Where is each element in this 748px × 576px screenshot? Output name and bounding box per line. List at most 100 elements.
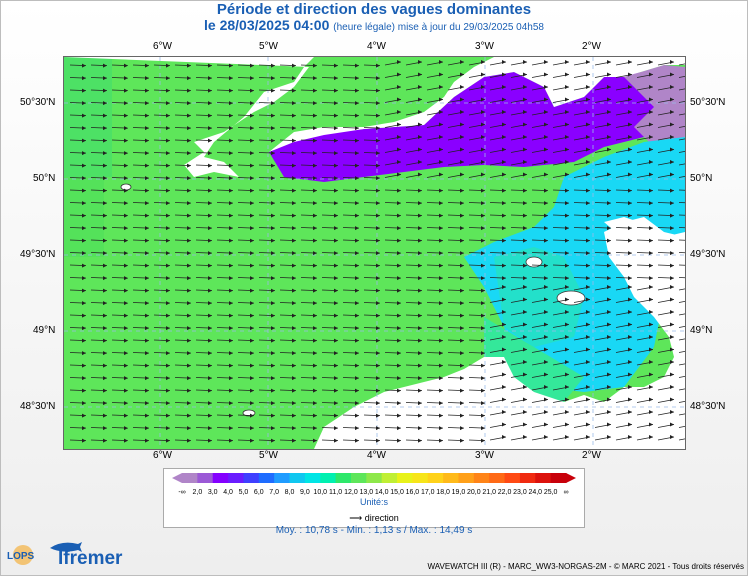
direction-arrow-head [439, 201, 443, 206]
direction-arrow-head [250, 151, 254, 156]
lat-label-left-50-30: 50°30'N [20, 97, 56, 108]
direction-arrow-head [145, 163, 149, 168]
direction-arrow-head [418, 276, 422, 281]
direction-arrow-head [208, 238, 212, 243]
direction-label: direction [364, 513, 399, 523]
direction-arrow-head [397, 97, 401, 102]
direction-arrow-head [124, 376, 128, 381]
direction-arrow-head [292, 301, 296, 306]
direction-arrow-head [649, 188, 653, 193]
direction-arrow-head [103, 351, 107, 356]
direction-arrow-head [565, 172, 569, 177]
direction-arrow-head [145, 276, 149, 281]
direction-arrow-head [502, 85, 506, 89]
direction-arrow-head [502, 422, 506, 427]
direction-arrow-head [229, 63, 233, 68]
direction-arrow-head [460, 438, 464, 443]
direction-arrow-head [145, 388, 149, 393]
direction-arrow-head [439, 172, 443, 177]
direction-arrow-head [355, 238, 359, 243]
direction-arrow-head [103, 101, 107, 106]
direction-arrow-head [187, 313, 191, 318]
legend-swatch [519, 473, 536, 483]
direction-arrow-head [481, 313, 485, 318]
direction-arrow-head [166, 413, 170, 418]
legend-swatch [335, 473, 352, 483]
direction-arrow-head [103, 301, 107, 306]
direction-arrow-head [145, 113, 149, 118]
lon-label-top-4w: 4°W [367, 41, 386, 52]
direction-arrow-head [334, 176, 338, 181]
direction-arrow-head [670, 310, 674, 314]
direction-arrow-head [523, 397, 527, 402]
direction-arrow-head [397, 438, 401, 443]
direction-arrow-head [334, 151, 338, 156]
direction-arrow-head [523, 110, 527, 114]
direction-arrow-head [502, 372, 506, 377]
direction-arrow-head [481, 401, 485, 406]
direction-arrow-head [145, 126, 149, 131]
direction-arrow-head [292, 188, 296, 193]
direction-arrow-head [418, 301, 422, 306]
direction-arrow-head [544, 122, 548, 127]
direction-arrow-head [82, 363, 86, 368]
direction-arrow-head [187, 276, 191, 281]
direction-arrow-head [166, 338, 170, 343]
direction-arrow-head [607, 435, 611, 439]
wave-period-map[interactable] [63, 56, 686, 450]
direction-arrow-head [250, 288, 254, 293]
direction-arrow-head [124, 351, 128, 356]
direction-arrow-head [586, 285, 590, 289]
direction-arrow-head [166, 163, 170, 168]
direction-arrow-head [271, 276, 275, 281]
direction-arrow-head [334, 351, 338, 356]
direction-arrow-head [271, 201, 275, 206]
direction-arrow-head [460, 72, 464, 77]
direction-arrow-head [628, 422, 632, 427]
legend-tick-label: 8,0 [285, 489, 295, 496]
direction-arrow-head [208, 438, 212, 443]
direction-arrow-head [313, 213, 317, 218]
direction-arrow-head [271, 363, 275, 368]
direction-arrow-head [376, 351, 380, 356]
direction-arrow-head [439, 226, 443, 231]
direction-arrow-head [250, 226, 254, 231]
direction-arrow-head [544, 226, 548, 231]
direction-arrow-head [523, 135, 527, 139]
direction-arrow-head [82, 138, 86, 143]
direction-arrow-head [208, 376, 212, 381]
direction-arrow-head [607, 385, 611, 389]
direction-arrow-head [544, 188, 548, 193]
direction-arrow-head [523, 335, 527, 339]
direction-arrow-head [271, 338, 275, 343]
direction-arrow-head [586, 238, 590, 243]
direction-arrow-head [481, 438, 485, 443]
direction-arrow-head [376, 88, 380, 93]
direction-arrow-head [586, 397, 590, 402]
direction-arrow-head [502, 213, 506, 218]
direction-arrow-head [523, 276, 527, 281]
direction-arrow-head [208, 426, 212, 431]
direction-arrow-head [418, 388, 422, 393]
direction-arrow-head [607, 276, 611, 281]
direction-arrow-head [271, 63, 275, 68]
direction-arrow-head [649, 385, 653, 389]
direction-arrow-head [502, 285, 506, 289]
direction-arrow-head [250, 438, 254, 443]
direction-arrow-head [145, 351, 149, 356]
direction-arrow-head [439, 251, 443, 256]
direction-arrow-head [82, 438, 86, 443]
direction-arrow-head [166, 326, 170, 331]
direction-arrow-head [187, 251, 191, 256]
direction-arrow [678, 63, 685, 66]
direction-arrow-head [502, 435, 506, 439]
direction-arrow-head [607, 60, 611, 64]
direction-arrow-head [103, 63, 107, 68]
direction-arrow-head [82, 426, 86, 431]
direction-arrow-head [460, 160, 464, 164]
direction-arrow-head [481, 85, 485, 89]
legend-tick-label: 6,0 [254, 489, 264, 496]
direction-arrow-head [145, 213, 149, 218]
direction-arrow-head [229, 263, 233, 268]
direction-arrow-head [292, 363, 296, 368]
